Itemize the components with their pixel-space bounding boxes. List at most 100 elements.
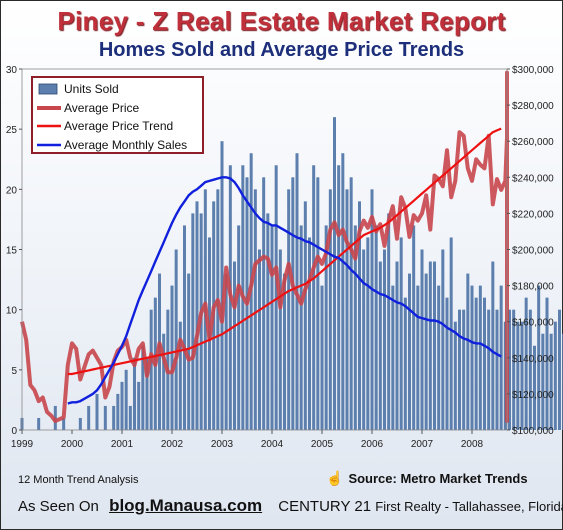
units-sold-bar bbox=[170, 285, 174, 430]
units-sold-bar bbox=[524, 297, 528, 430]
units-sold-bar bbox=[387, 213, 391, 430]
units-sold-bar bbox=[537, 285, 541, 430]
units-sold-bar bbox=[237, 225, 241, 430]
units-sold-bar bbox=[445, 297, 449, 430]
units-sold-bar bbox=[62, 417, 66, 430]
units-sold-bar bbox=[162, 333, 166, 430]
units-sold-bar bbox=[178, 321, 182, 430]
legend: Units Sold Average Price Average Price T… bbox=[31, 76, 204, 154]
source-text: Source: Metro Market Trends bbox=[348, 471, 528, 486]
units-sold-bar bbox=[483, 297, 486, 430]
x-tick-label: 2004 bbox=[261, 439, 284, 450]
units-sold-bar bbox=[428, 261, 432, 430]
units-sold-bar bbox=[420, 249, 424, 430]
average-monthly-sales-line bbox=[67, 176, 502, 405]
units-sold-bar bbox=[391, 285, 395, 430]
x-tick-label: 2001 bbox=[111, 439, 134, 450]
y-right-tick-label: $200,000 bbox=[512, 246, 554, 257]
y-left-tick-label: 15 bbox=[6, 246, 18, 257]
units-sold-bar bbox=[324, 225, 328, 430]
units-sold-bar bbox=[320, 285, 324, 430]
trend-note: 12 Month Trend Analysis bbox=[18, 474, 139, 486]
units-sold-bar bbox=[316, 177, 320, 430]
units-sold-bar bbox=[508, 309, 511, 430]
units-sold-bar bbox=[253, 189, 257, 430]
units-sold-bar bbox=[366, 237, 370, 430]
x-tick-label: 2008 bbox=[461, 439, 484, 450]
units-sold-bar bbox=[283, 273, 286, 430]
units-sold-bar bbox=[499, 285, 503, 430]
units-sold-bar bbox=[133, 357, 136, 430]
units-sold-bar bbox=[462, 309, 466, 430]
units-sold-bar bbox=[141, 345, 145, 430]
legend-label: Average Monthly Sales bbox=[64, 137, 188, 152]
y-left-tick-label: 0 bbox=[11, 426, 17, 437]
units-sold-bar bbox=[270, 225, 274, 430]
units-sold-bar bbox=[341, 153, 345, 431]
units-sold-bar bbox=[412, 225, 416, 430]
units-sold-bar bbox=[233, 261, 236, 430]
units-sold-bar bbox=[433, 261, 436, 430]
blog-link[interactable]: blog.Manausa.com bbox=[109, 496, 263, 515]
x-tick-label: 2002 bbox=[161, 439, 184, 450]
units-sold-bar bbox=[541, 333, 545, 430]
units-sold-bar bbox=[78, 417, 82, 430]
units-sold-swatch bbox=[38, 83, 58, 95]
units-sold-bar bbox=[370, 189, 374, 430]
units-sold-bar bbox=[174, 249, 178, 430]
x-tick-label: 2007 bbox=[411, 439, 434, 450]
units-sold-bar bbox=[378, 261, 382, 430]
y-left-tick-label: 5 bbox=[11, 366, 17, 377]
units-sold-bar bbox=[399, 237, 403, 430]
average-price-swatch bbox=[37, 105, 61, 110]
units-sold-bar bbox=[183, 225, 186, 430]
x-tick-label: 2000 bbox=[61, 439, 84, 450]
y-right-tick-label: $120,000 bbox=[512, 390, 554, 401]
units-sold-bar bbox=[528, 309, 532, 430]
units-sold-bar bbox=[287, 189, 291, 430]
units-sold-bar bbox=[112, 405, 116, 430]
pointing-hand-icon: ☝ bbox=[326, 470, 344, 486]
units-sold-bar bbox=[403, 297, 407, 430]
source-line: ☝ Source: Metro Market Trends bbox=[326, 470, 528, 487]
legend-label: Average Price bbox=[64, 100, 140, 115]
units-sold-bar bbox=[545, 297, 549, 430]
chart-subtitle: Homes Sold and Average Price Trends bbox=[98, 39, 465, 61]
units-sold-bar bbox=[308, 237, 311, 430]
units-sold-bar bbox=[474, 297, 478, 430]
x-tick-label: 2006 bbox=[361, 439, 384, 450]
y-right-tick-label: $280,000 bbox=[512, 101, 554, 112]
y-right-tick-label: $140,000 bbox=[512, 354, 554, 365]
legend-item-average-price: Average Price bbox=[37, 99, 202, 118]
units-sold-bar bbox=[195, 201, 199, 430]
units-sold-bar bbox=[95, 393, 99, 430]
units-sold-bar bbox=[558, 309, 561, 430]
units-sold-bar bbox=[299, 225, 303, 430]
brand-subtitle: First Realty - Tallahassee, Florida bbox=[375, 499, 563, 514]
units-sold-bar bbox=[437, 285, 441, 430]
units-sold-bar bbox=[516, 321, 520, 430]
units-sold-bar bbox=[383, 249, 386, 430]
units-sold-bar bbox=[453, 321, 457, 430]
y-right-tick-label: $180,000 bbox=[512, 282, 554, 293]
x-tick-label: 1999 bbox=[11, 439, 34, 450]
units-sold-bar bbox=[466, 273, 470, 430]
units-sold-bar bbox=[220, 141, 224, 430]
units-sold-bar bbox=[362, 249, 366, 430]
units-sold-bar bbox=[458, 309, 461, 430]
y-left-tick-label: 10 bbox=[6, 306, 18, 317]
units-sold-bar bbox=[353, 225, 357, 430]
units-sold-bar bbox=[328, 189, 332, 430]
legend-item-average-monthly-sales: Average Monthly Sales bbox=[37, 136, 202, 155]
units-sold-bar bbox=[187, 273, 191, 430]
units-sold-bar bbox=[358, 201, 361, 430]
units-sold-bar bbox=[491, 261, 495, 430]
units-sold-bar bbox=[37, 417, 41, 430]
y-left-tick-label: 25 bbox=[6, 125, 18, 136]
chart-title: Piney - Z Real Estate Market Report bbox=[57, 6, 506, 36]
units-sold-bar bbox=[191, 213, 195, 430]
brand-name: CENTURY 21 bbox=[278, 498, 372, 515]
units-sold-bar bbox=[533, 345, 536, 430]
units-sold-bar bbox=[520, 321, 524, 430]
y-right-tick-label: $220,000 bbox=[512, 209, 554, 220]
